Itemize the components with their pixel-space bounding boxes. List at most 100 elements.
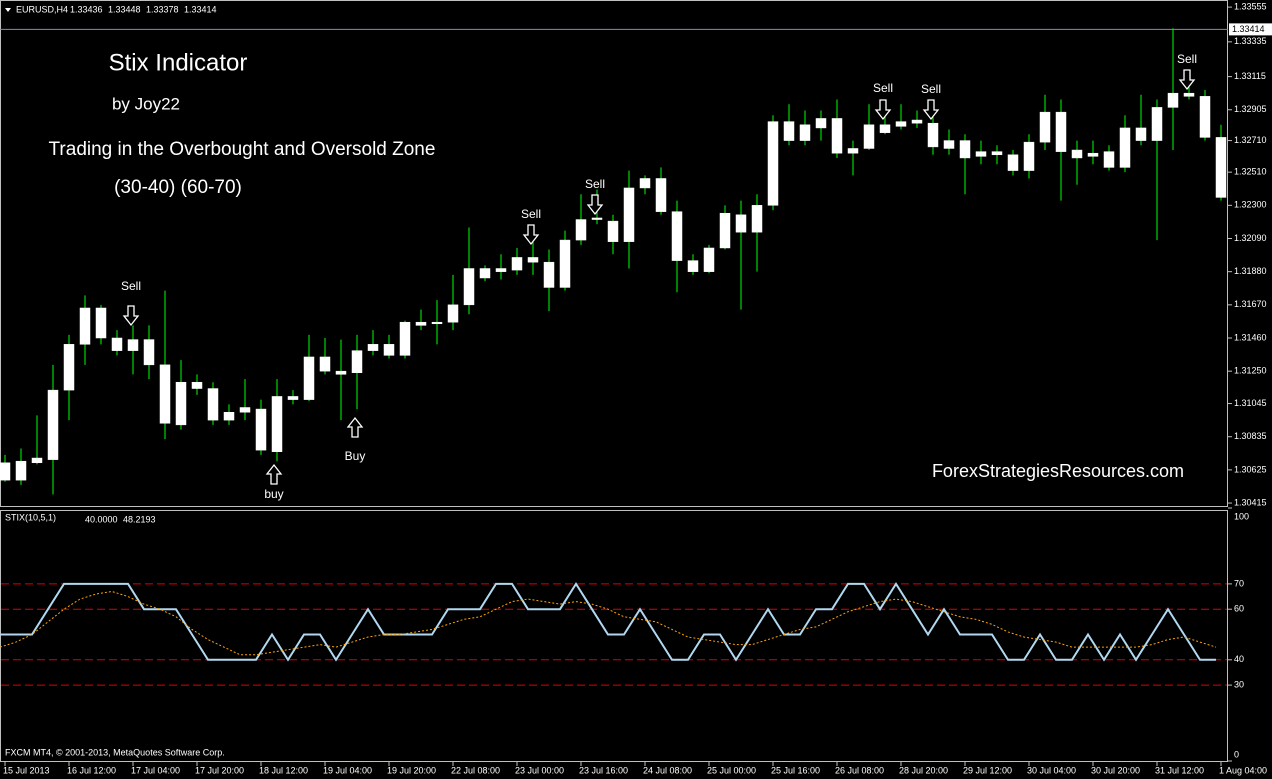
price-pane-frame [0,0,1228,507]
candle-body [223,411,235,421]
candle-body [0,462,11,481]
candle-body [367,344,379,351]
candle-body [127,339,139,351]
candle-body [1007,154,1019,171]
candle-body [495,268,507,272]
candle-body [399,321,411,356]
candle-body [159,364,171,424]
signal-arrow [522,224,540,246]
candle-body [447,304,459,323]
candle-body [47,389,59,460]
candle-body [111,337,123,351]
x-tick-label: 19 Jul 20:00 [387,765,436,775]
last-price-label: 1.33414 [1232,24,1265,34]
signal-label: Sell [121,279,141,293]
signal-label: Sell [521,207,541,221]
candle-body [655,178,667,212]
x-tick-label: 30 Jul 04:00 [1027,765,1076,775]
candle-body [623,187,635,242]
candle-body [767,121,779,206]
signal-label: Sell [585,177,605,191]
x-tick-label: 18 Jul 12:00 [259,765,308,775]
candle-body [175,381,187,426]
signal-arrow [346,416,364,438]
header-value: 1.33448 [108,4,141,14]
candle-body [335,370,347,375]
candle-body [1087,152,1099,157]
y-tick-label: 100 [1234,511,1249,521]
candle-body [1151,107,1163,141]
candle-body [239,407,251,413]
candle-body [79,307,91,345]
candle-body [543,261,555,288]
candle-body [1039,111,1051,143]
x-tick-label: 29 Jul 12:00 [963,765,1012,775]
candle-body [479,268,491,279]
candle-body [687,260,699,272]
menu-triangle[interactable] [5,8,11,12]
candle-body [31,457,43,464]
signal-label: Sell [921,82,941,96]
candle-body [959,140,971,159]
indicator-title: STIX(10,5,1) [5,512,56,522]
y-tick-label: 60 [1234,604,1244,614]
y-tick-label: 0 [1234,749,1239,759]
candle-body [1103,151,1115,168]
signal-label: Sell [873,81,893,95]
candle-body [799,124,811,141]
x-tick-label: 31 Jul 12:00 [1155,765,1204,775]
candle-body [191,381,203,389]
x-tick-label: 23 Jul 16:00 [579,765,628,775]
candle-body [911,119,923,124]
candle-body [207,388,219,421]
candle-body [383,344,395,356]
y-tick-label: 1.30625 [1234,464,1267,474]
candle-body [783,121,795,141]
signal-label: buy [264,487,283,501]
candle-body [943,140,955,149]
candle-body [815,118,827,129]
candle-body [303,356,315,400]
candle-body [895,121,907,127]
header-value: 1.33414 [184,4,217,14]
candle-body [1055,111,1067,152]
y-tick-label: 1.32090 [1234,233,1267,243]
x-tick-label: 26 Jul 08:00 [835,765,884,775]
y-tick-label: 1.32510 [1234,167,1267,177]
candle-body [575,219,587,241]
header-value: 40.0000 [85,514,118,524]
y-tick-label: 1.33335 [1234,36,1267,46]
y-tick-label: 30 [1234,679,1244,689]
watermark: ForexStrategiesResources.com [932,461,1184,481]
signal-arrow [122,305,140,327]
candle-body [1119,127,1131,168]
x-tick-label: 28 Jul 20:00 [899,765,948,775]
signal-arrow [874,99,892,121]
candle-body [95,307,107,339]
y-tick-label: 1.30415 [1234,497,1267,507]
symbol-title: EURUSD,H4 [16,4,68,14]
candle-body [319,356,331,372]
candle-body [735,214,747,233]
candle-body [143,339,155,366]
candle-body [1167,92,1179,108]
indicator-pane-frame [0,510,1228,762]
candle-body [271,396,283,452]
candle-body [719,212,731,249]
y-tick-label: 1.31670 [1234,299,1267,309]
x-tick-label: 25 Jul 00:00 [707,765,756,775]
y-tick-label: 1.30835 [1234,431,1267,441]
candle-body [639,178,651,189]
candle-body [1199,96,1211,138]
x-tick-label: 17 Jul 20:00 [195,765,244,775]
signal-arrow [586,194,604,216]
candle-body [1071,149,1083,159]
candle-body [351,350,363,373]
candle-body [927,122,939,148]
x-tick-label: 25 Jul 16:00 [771,765,820,775]
candle-body [1183,92,1195,97]
x-tick-label: 17 Jul 04:00 [131,765,180,775]
y-tick-label: 70 [1234,578,1244,588]
candle-body [431,321,443,325]
